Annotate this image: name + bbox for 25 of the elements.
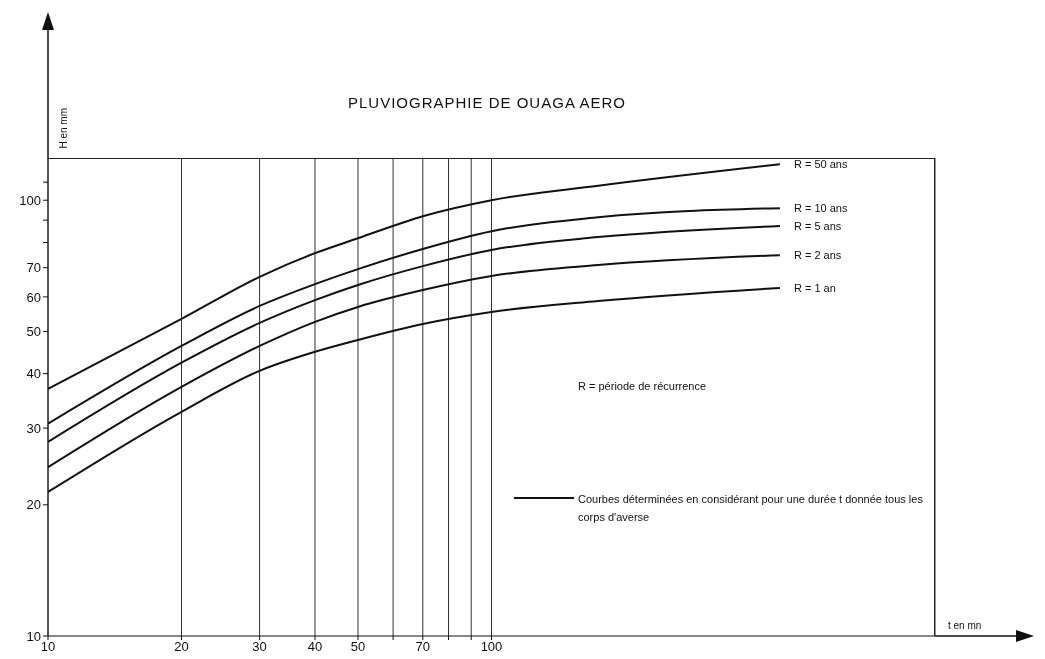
chart-title: PLUVIOGRAPHIE DE OUAGA AERO bbox=[348, 94, 626, 111]
y-tick-label: 40 bbox=[26, 366, 41, 382]
series-label: R = 2 ans bbox=[793, 249, 842, 262]
x-tick-label: 40 bbox=[307, 639, 323, 655]
series-label: R = 50 ans bbox=[793, 158, 848, 171]
y-tick-label: 50 bbox=[26, 324, 41, 340]
x-tick-label: 50 bbox=[350, 639, 366, 655]
y-tick-label: 10 bbox=[26, 628, 41, 644]
y-tick-label: 100 bbox=[19, 192, 41, 208]
series-label: R = 10 ans bbox=[793, 202, 848, 215]
x-tick-label: 10 bbox=[40, 639, 56, 655]
y-tick-label: 70 bbox=[26, 260, 41, 276]
x-tick-label: 30 bbox=[252, 639, 267, 655]
series-label: R = 1 an bbox=[793, 281, 836, 294]
series-label: R = 5 ans bbox=[793, 219, 842, 232]
y-axis-title: H en mm bbox=[58, 108, 69, 149]
y-tick-label: 30 bbox=[26, 420, 41, 436]
x-tick-label: 20 bbox=[174, 639, 189, 655]
annotation: R = période de récurrence bbox=[578, 380, 707, 392]
x-tick-label: 70 bbox=[415, 639, 431, 655]
y-tick-label: 20 bbox=[26, 497, 41, 513]
annotation: Courbes déterminées en considérant pour une durée t donnée tous les corps d'averse bbox=[578, 492, 924, 525]
x-tick-label: 100 bbox=[480, 639, 503, 655]
y-tick-label: 60 bbox=[26, 289, 41, 305]
x-axis-title: t en mn bbox=[948, 620, 982, 631]
